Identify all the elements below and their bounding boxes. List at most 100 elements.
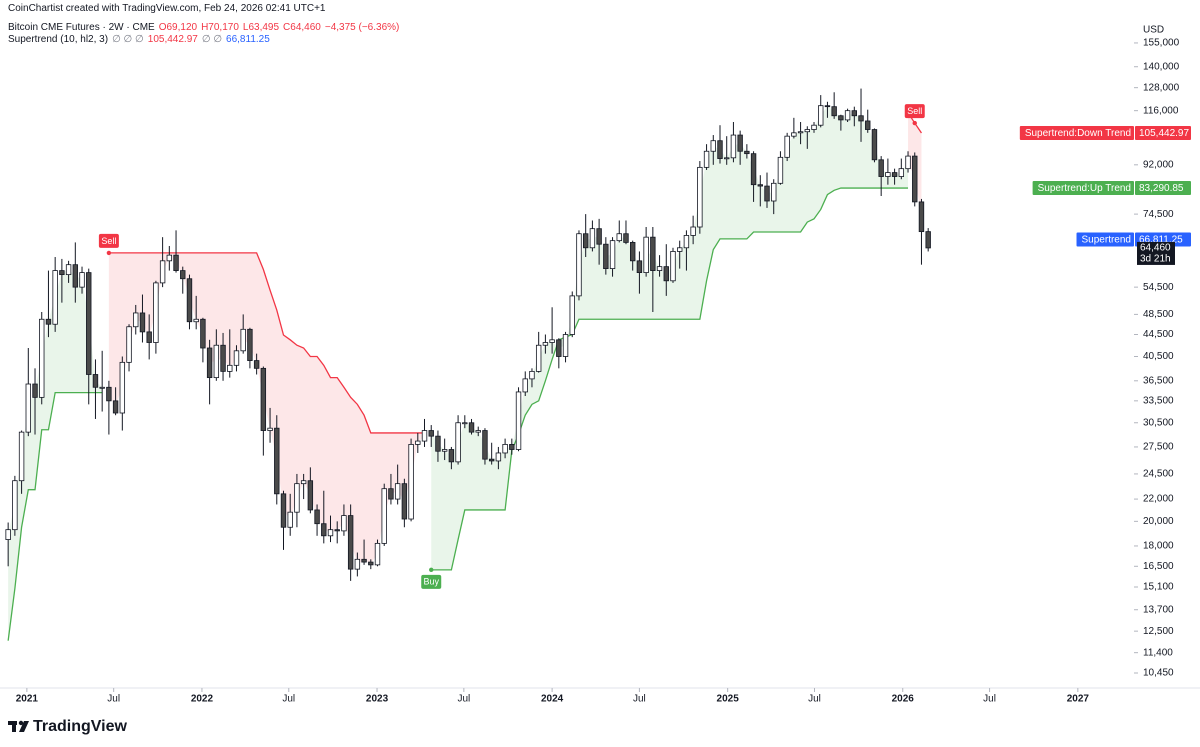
candle-body: [623, 233, 629, 243]
signal-label: Sell: [907, 106, 922, 116]
candle-body: [381, 488, 387, 544]
candle-body: [327, 529, 334, 537]
ohlc-value: H70,170: [201, 22, 239, 33]
candle-body: [220, 344, 226, 372]
candle-body: [388, 488, 394, 500]
candle-body: [495, 452, 502, 462]
y-tick-label: 20,000: [1143, 516, 1174, 527]
supertrend-line: [7, 391, 103, 641]
candle-body: [690, 226, 696, 236]
price-tag-value: 83,290.85: [1139, 183, 1184, 194]
candle-body: [757, 184, 763, 187]
candle-body: [39, 318, 45, 398]
candle-body: [153, 282, 159, 343]
candle-body: [233, 350, 240, 366]
candle-body: [865, 120, 871, 130]
candle-body: [737, 134, 743, 152]
candle-body: [267, 427, 273, 431]
candle-body: [730, 134, 737, 159]
candle-body: [764, 185, 770, 202]
supertrend-line: [108, 252, 425, 434]
candle-body: [32, 383, 38, 398]
candle-body: [321, 523, 327, 537]
trend-fill: [8, 269, 103, 641]
candle-body: [428, 430, 434, 437]
candle-body: [468, 422, 475, 433]
price-tag-name: Supertrend:Up Trend: [1038, 183, 1131, 194]
candle-body: [193, 318, 199, 323]
candle-body: [18, 431, 25, 482]
x-tick-label: 2023: [366, 694, 389, 705]
candle-body: [307, 480, 314, 511]
x-tick-label: Jul: [808, 694, 821, 705]
candle-body: [603, 243, 609, 270]
candle-body: [589, 228, 596, 249]
price-tag-name-box: [1019, 125, 1134, 140]
candle-body: [488, 458, 495, 462]
logo-text: TradingView: [33, 718, 128, 735]
candle-body: [119, 361, 126, 414]
candle-body: [697, 166, 703, 228]
signal-box: [421, 574, 442, 589]
candle-body: [274, 427, 280, 495]
y-tick-label: 30,500: [1143, 417, 1174, 428]
candle-body: [750, 153, 757, 186]
price-tag: 83,290.85 Supertrend:Up Trend: [1032, 181, 1191, 196]
signal-box: [98, 233, 119, 248]
candle-body: [912, 155, 918, 203]
x-tick-label: Jul: [983, 694, 996, 705]
price-tag-value: 66,811.25: [1139, 235, 1183, 246]
candle-body: [294, 483, 300, 513]
candle-body: [824, 105, 831, 108]
candle-body: [515, 391, 522, 450]
indicator-value: ∅ ∅ ∅: [112, 34, 144, 45]
y-tick-label: 128,000: [1143, 82, 1180, 93]
signal-box: [904, 104, 925, 119]
candle-body: [663, 266, 669, 282]
candle-body: [643, 236, 649, 274]
y-tick-label: 155,000: [1143, 38, 1180, 49]
candle-body: [401, 483, 408, 520]
candle-body: [146, 331, 152, 343]
candle-body: [905, 155, 911, 170]
candle-body: [5, 529, 11, 540]
candle-body: [656, 266, 663, 271]
y-tick-label: 11,400: [1143, 647, 1173, 658]
candle-body: [368, 561, 374, 566]
candle-body: [166, 254, 173, 262]
candle-body: [804, 129, 810, 133]
candle-body: [394, 483, 401, 500]
candle-body: [535, 344, 542, 372]
candle-body: [280, 493, 287, 528]
candle-body: [314, 509, 320, 525]
signal-label: Buy: [423, 577, 439, 587]
candle-body: [650, 236, 656, 271]
signal-dot: [106, 250, 112, 256]
y-tick-label: 33,500: [1143, 395, 1174, 406]
ohlc-value: L63,495: [242, 22, 280, 33]
y-tick-label: 13,700: [1143, 604, 1174, 615]
candle-body: [616, 233, 622, 242]
candle-body: [629, 242, 636, 262]
candle-body: [885, 172, 891, 177]
x-tick-label: 2027: [1067, 694, 1090, 705]
y-tick-label: 140,000: [1143, 61, 1180, 72]
x-tick-label: 2022: [191, 694, 214, 705]
last-price: 64,460: [1140, 243, 1171, 254]
candle-body: [925, 231, 931, 249]
candle-body: [334, 529, 340, 532]
candle-body: [287, 511, 293, 528]
candle-body: [576, 233, 582, 297]
price-tag-value: 105,442.97: [1139, 128, 1189, 139]
candle-body: [462, 422, 468, 425]
candle-body: [509, 444, 515, 450]
candle-body: [851, 110, 858, 117]
candle-body: [710, 140, 716, 152]
candle-body: [703, 150, 710, 168]
supertrend-line: [431, 187, 909, 571]
last-price-box: [1137, 241, 1175, 265]
candle-body: [240, 328, 246, 352]
x-tick-label: Jul: [282, 694, 295, 705]
candle-body: [186, 278, 193, 323]
